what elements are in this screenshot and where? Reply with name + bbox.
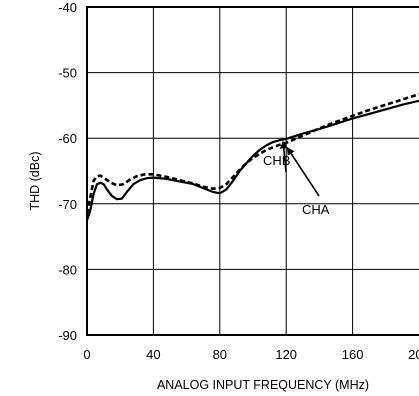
- annotation-chb-label: CHB: [263, 153, 290, 168]
- x-tick-label: 160: [342, 347, 364, 362]
- x-tick-label: 0: [83, 347, 90, 362]
- x-tick-label: 120: [275, 347, 297, 362]
- x-axis-label: ANALOG INPUT FREQUENCY (MHz): [157, 378, 369, 392]
- x-tick-label: 200: [408, 347, 419, 362]
- annotation-chb-arrow: [279, 140, 288, 173]
- series-line-cha: [85, 92, 419, 214]
- plot-border: [86, 6, 419, 336]
- chart-grid: [87, 7, 419, 335]
- series-line-chb: [85, 99, 419, 221]
- x-tick-label: 40: [146, 347, 160, 362]
- annotation-cha-label: CHA: [302, 202, 330, 217]
- y-tick-label: -40: [58, 0, 77, 15]
- tick-labels: 0 40 80 120 160 200 -90 -80 -70 -60 -50 -40: [58, 0, 419, 362]
- y-tick-label: -90: [58, 328, 77, 343]
- plot-frame: [86, 6, 419, 336]
- chart-annotations: CHB CHA: [263, 140, 330, 217]
- chart-series: [85, 92, 419, 221]
- y-tick-label: -60: [58, 131, 77, 146]
- y-tick-label: -50: [58, 66, 77, 81]
- y-axis-label: THD (dBc): [28, 151, 42, 210]
- x-tick-label: 80: [213, 347, 227, 362]
- y-tick-label: -80: [58, 262, 77, 277]
- annotation-cha-arrow: [286, 146, 320, 197]
- y-tick-label: -70: [58, 197, 77, 212]
